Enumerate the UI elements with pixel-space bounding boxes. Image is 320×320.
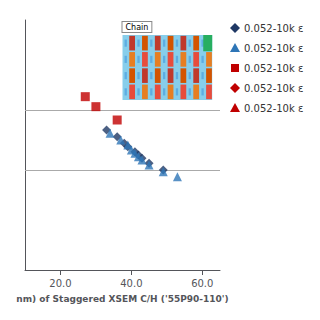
svg-text:nm) of Staggered XSEM C/H ('55: nm) of Staggered XSEM C/H ('55P90-110'): [16, 294, 228, 304]
svg-text:0.052-10k ε: 0.052-10k ε: [244, 83, 303, 94]
svg-text:0.052-10k ε: 0.052-10k ε: [244, 63, 303, 74]
svg-text:40.0: 40.0: [120, 278, 142, 289]
svg-text:0.052-10k ε: 0.052-10k ε: [244, 43, 303, 54]
svg-text:60.0: 60.0: [191, 278, 213, 289]
svg-text:Chain: Chain: [126, 23, 149, 32]
svg-text:0.052-10k ε: 0.052-10k ε: [244, 23, 303, 34]
svg-text:0.052-10k ε: 0.052-10k ε: [244, 103, 303, 114]
svg-text:20.0: 20.0: [49, 278, 71, 289]
